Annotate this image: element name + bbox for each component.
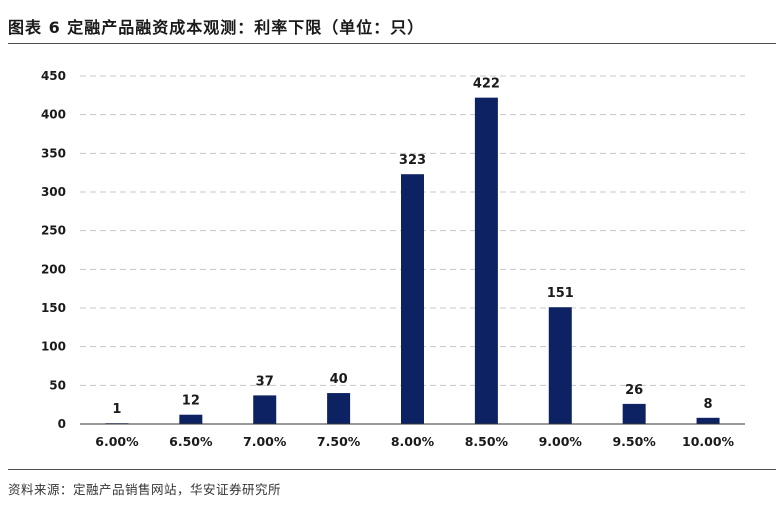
x-tick-label: 8.50%: [465, 434, 509, 449]
title-rule: [8, 43, 776, 44]
source-rule: [8, 469, 776, 470]
x-tick-label: 7.00%: [243, 434, 287, 449]
x-tick-label: 9.50%: [612, 434, 656, 449]
data-label: 151: [547, 286, 574, 301]
x-tick-label: 8.00%: [391, 434, 435, 449]
data-label: 422: [473, 77, 500, 92]
bar: [327, 393, 351, 424]
y-tick-label: 150: [41, 301, 66, 315]
y-tick-label: 300: [41, 185, 66, 199]
y-tick-label: 250: [41, 224, 66, 238]
figure-title: 图表 6 定融产品融资成本观测：利率下限（单位：只）: [8, 18, 425, 37]
data-labels: 1 12 37 40 323 422 151 26 8: [112, 77, 712, 418]
x-tick-label: 9.00%: [539, 434, 583, 449]
source-note: 资料来源：定融产品销售网站，华安证券研究所: [8, 482, 282, 497]
y-tick-label: 450: [41, 69, 66, 83]
y-tick-label: 400: [41, 108, 66, 122]
x-tick-label: 6.50%: [169, 434, 213, 449]
bar: [401, 174, 424, 424]
y-tick-label: 350: [41, 146, 66, 160]
bar: [474, 97, 498, 425]
bar: [253, 395, 277, 424]
data-label: 26: [625, 383, 643, 398]
bar-chart: 0 50 100 150 200 250 300 350 400 450 1 12 37 40 323 42…: [41, 69, 745, 449]
y-tick-label: 100: [41, 340, 66, 354]
x-tick-label: 7.50%: [317, 434, 361, 449]
x-axis-ticks: 6.00% 6.50% 7.00% 7.50% 8.00% 8.50% 9.00% 9.50%…: [95, 434, 734, 449]
data-label: 323: [399, 153, 426, 168]
data-label: 8: [704, 397, 713, 412]
data-label: 40: [330, 372, 348, 387]
bar: [548, 307, 572, 424]
x-tick-label: 10.00%: [682, 434, 735, 449]
data-label: 12: [182, 394, 200, 409]
bar: [179, 414, 203, 424]
y-tick-label: 50: [49, 378, 66, 392]
data-label: 1: [112, 402, 121, 417]
bar: [696, 417, 720, 424]
data-label: 37: [256, 374, 274, 389]
y-tick-label: 200: [41, 262, 66, 276]
bars: [105, 97, 720, 425]
y-tick-label: 0: [58, 417, 66, 431]
y-axis-ticks: 0 50 100 150 200 250 300 350 400 450: [41, 69, 66, 431]
x-tick-label: 6.00%: [95, 434, 139, 449]
bar: [622, 403, 646, 424]
